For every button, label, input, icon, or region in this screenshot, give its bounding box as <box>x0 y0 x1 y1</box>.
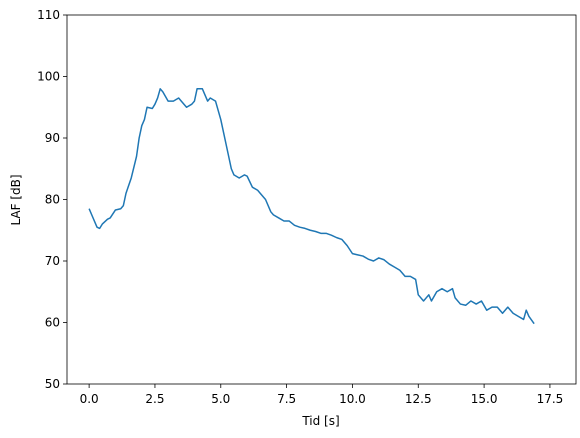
y-tick-label: 90 <box>45 131 60 145</box>
x-tick-label: 17.5 <box>537 392 564 406</box>
x-axis-label: Tid [s] <box>301 414 339 428</box>
y-tick-label: 110 <box>37 8 60 22</box>
y-axis-label: LAF [dB] <box>9 174 23 225</box>
y-tick-label: 100 <box>37 70 60 84</box>
y-tick-label: 50 <box>45 377 60 391</box>
x-tick-label: 15.0 <box>471 392 498 406</box>
x-tick-label: 5.0 <box>211 392 230 406</box>
x-tick-label: 12.5 <box>405 392 432 406</box>
y-tick-label: 80 <box>45 193 60 207</box>
y-tick-label: 60 <box>45 316 60 330</box>
data-line <box>88 88 535 325</box>
x-tick-label: 7.5 <box>277 392 296 406</box>
axes-frame <box>66 14 577 385</box>
x-tick-label: 2.5 <box>145 392 164 406</box>
y-tick-label: 70 <box>45 254 60 268</box>
x-tick-label: 0.0 <box>80 392 99 406</box>
x-tick-label: 10.0 <box>339 392 366 406</box>
